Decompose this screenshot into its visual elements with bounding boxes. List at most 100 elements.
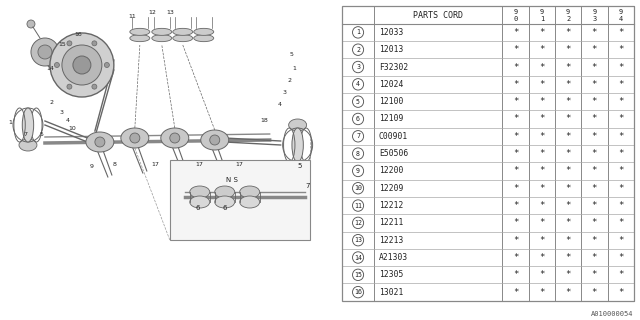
Text: *: * bbox=[566, 253, 571, 262]
Text: *: * bbox=[566, 45, 571, 54]
Text: 9
4: 9 4 bbox=[618, 9, 623, 21]
Text: *: * bbox=[513, 80, 518, 89]
Text: *: * bbox=[539, 184, 545, 193]
Circle shape bbox=[62, 45, 102, 85]
Text: 1: 1 bbox=[8, 121, 12, 125]
Text: *: * bbox=[592, 97, 597, 106]
Text: 5: 5 bbox=[298, 163, 302, 169]
Text: 2: 2 bbox=[287, 77, 292, 83]
Text: *: * bbox=[513, 288, 518, 297]
Text: 12200: 12200 bbox=[379, 166, 403, 175]
Text: *: * bbox=[618, 115, 623, 124]
Text: PARTS CORD: PARTS CORD bbox=[413, 11, 463, 20]
Text: A010000054: A010000054 bbox=[591, 311, 634, 317]
Text: *: * bbox=[592, 132, 597, 141]
Ellipse shape bbox=[152, 35, 172, 42]
Text: 12100: 12100 bbox=[379, 97, 403, 106]
Text: *: * bbox=[539, 201, 545, 210]
Text: *: * bbox=[539, 236, 545, 245]
Text: *: * bbox=[566, 115, 571, 124]
Text: *: * bbox=[592, 115, 597, 124]
Text: 12: 12 bbox=[148, 11, 156, 15]
Text: 6: 6 bbox=[223, 205, 227, 211]
Text: *: * bbox=[513, 218, 518, 228]
Circle shape bbox=[67, 41, 72, 46]
Text: *: * bbox=[592, 166, 597, 175]
Text: *: * bbox=[566, 80, 571, 89]
Text: *: * bbox=[618, 149, 623, 158]
Text: 16: 16 bbox=[74, 31, 82, 36]
Text: *: * bbox=[618, 80, 623, 89]
Text: 7: 7 bbox=[356, 133, 360, 139]
Text: *: * bbox=[513, 132, 518, 141]
Text: *: * bbox=[513, 62, 518, 71]
Text: *: * bbox=[618, 218, 623, 228]
Ellipse shape bbox=[130, 35, 150, 42]
Text: 4: 4 bbox=[356, 81, 360, 87]
Text: *: * bbox=[539, 132, 545, 141]
Text: *: * bbox=[566, 166, 571, 175]
Ellipse shape bbox=[130, 28, 150, 35]
Text: *: * bbox=[566, 184, 571, 193]
Text: *: * bbox=[618, 184, 623, 193]
Text: 8: 8 bbox=[113, 163, 116, 167]
Text: 4: 4 bbox=[66, 117, 70, 123]
Text: *: * bbox=[592, 62, 597, 71]
Text: *: * bbox=[539, 288, 545, 297]
Ellipse shape bbox=[19, 139, 37, 151]
Text: *: * bbox=[566, 288, 571, 297]
Text: 11: 11 bbox=[354, 203, 362, 209]
Text: 15: 15 bbox=[58, 43, 66, 47]
Text: *: * bbox=[566, 236, 571, 245]
Circle shape bbox=[210, 135, 220, 145]
Text: A21303: A21303 bbox=[379, 253, 408, 262]
Text: 16: 16 bbox=[354, 289, 362, 295]
Text: *: * bbox=[539, 97, 545, 106]
Text: *: * bbox=[592, 184, 597, 193]
Text: 10: 10 bbox=[354, 185, 362, 191]
Text: 17: 17 bbox=[236, 163, 244, 167]
Text: *: * bbox=[513, 166, 518, 175]
Text: *: * bbox=[539, 45, 545, 54]
Text: *: * bbox=[592, 201, 597, 210]
Text: *: * bbox=[618, 236, 623, 245]
Ellipse shape bbox=[240, 196, 260, 208]
Text: *: * bbox=[618, 45, 623, 54]
Text: *: * bbox=[618, 201, 623, 210]
Ellipse shape bbox=[161, 128, 189, 148]
Text: 9: 9 bbox=[356, 168, 360, 174]
Text: *: * bbox=[513, 270, 518, 279]
Text: *: * bbox=[539, 62, 545, 71]
Text: *: * bbox=[566, 97, 571, 106]
Text: *: * bbox=[592, 270, 597, 279]
Text: *: * bbox=[618, 288, 623, 297]
Text: *: * bbox=[618, 253, 623, 262]
Text: *: * bbox=[513, 253, 518, 262]
Text: *: * bbox=[566, 218, 571, 228]
Text: 6: 6 bbox=[356, 116, 360, 122]
Circle shape bbox=[38, 45, 52, 59]
Text: *: * bbox=[513, 28, 518, 37]
Text: 13: 13 bbox=[354, 237, 362, 243]
Text: 14: 14 bbox=[46, 66, 54, 70]
Circle shape bbox=[92, 41, 97, 46]
Circle shape bbox=[95, 137, 105, 147]
Text: *: * bbox=[513, 184, 518, 193]
Text: *: * bbox=[539, 253, 545, 262]
Text: *: * bbox=[592, 236, 597, 245]
Text: 13021: 13021 bbox=[379, 288, 403, 297]
Circle shape bbox=[54, 62, 60, 68]
Text: *: * bbox=[539, 28, 545, 37]
Ellipse shape bbox=[194, 28, 214, 35]
Text: 5: 5 bbox=[290, 52, 294, 58]
Ellipse shape bbox=[201, 130, 228, 150]
Text: *: * bbox=[513, 115, 518, 124]
Circle shape bbox=[27, 20, 35, 28]
Ellipse shape bbox=[22, 108, 34, 142]
Text: 17: 17 bbox=[151, 163, 159, 167]
Text: *: * bbox=[513, 97, 518, 106]
Text: *: * bbox=[513, 149, 518, 158]
Ellipse shape bbox=[173, 35, 193, 42]
Circle shape bbox=[50, 33, 114, 97]
Text: *: * bbox=[618, 28, 623, 37]
